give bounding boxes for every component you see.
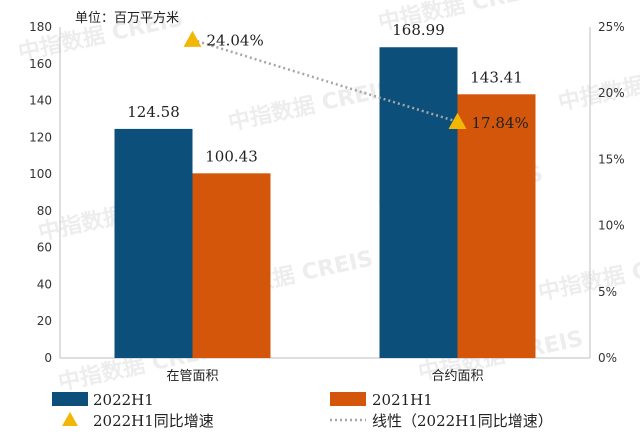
legend-marker-growth bbox=[62, 412, 78, 426]
right-tick-label: 10% bbox=[598, 219, 625, 233]
watermark-text: 中指数据 CREIS bbox=[226, 76, 396, 136]
bar-value-label: 124.58 bbox=[127, 103, 180, 121]
left-tick-label: 60 bbox=[37, 241, 52, 255]
trendline bbox=[192, 38, 458, 123]
growth-value-label: 17.84% bbox=[472, 114, 529, 132]
left-tick-label: 40 bbox=[37, 277, 52, 291]
bar-2021h1-0 bbox=[192, 173, 271, 358]
bar-labels: 124.58 100.43 168.99 143.41 bbox=[127, 21, 523, 165]
legend-label-2021h1: 2021H1 bbox=[372, 391, 433, 409]
left-tick-label: 160 bbox=[29, 57, 52, 71]
left-tick-label: 140 bbox=[29, 94, 52, 108]
growth-markers: 24.04% 17.84% bbox=[183, 30, 529, 132]
category-labels: 在管面积 合约面积 bbox=[166, 369, 483, 384]
unit-label: 单位：百万平方米 bbox=[75, 10, 179, 26]
right-y-axis: 0% 5% 10% 15% 20% 25% bbox=[589, 20, 625, 365]
growth-value-label: 24.04% bbox=[207, 32, 264, 50]
right-tick-label: 15% bbox=[598, 152, 625, 166]
left-tick-label: 100 bbox=[29, 167, 52, 181]
right-tick-label: 20% bbox=[598, 86, 625, 100]
watermark-text: 中指数据 CREIS bbox=[536, 246, 640, 306]
right-tick-label: 25% bbox=[598, 20, 625, 34]
growth-marker bbox=[183, 30, 202, 47]
bar-value-label: 143.41 bbox=[470, 68, 523, 86]
right-tick-label: 0% bbox=[598, 351, 617, 365]
legend-label-trendline: 线性（2022H1同比增速） bbox=[372, 412, 553, 430]
bar-2022h1-1 bbox=[379, 47, 458, 359]
right-tick-label: 5% bbox=[598, 285, 617, 299]
left-tick-label: 80 bbox=[37, 204, 52, 218]
legend-swatch-2022h1 bbox=[52, 392, 88, 406]
growth-marker bbox=[448, 112, 467, 129]
legend-label-2022h1: 2022H1 bbox=[93, 391, 154, 409]
bars bbox=[114, 47, 536, 359]
category-label: 在管面积 bbox=[166, 369, 218, 384]
legend-swatch-2021h1 bbox=[330, 392, 366, 406]
legend: 2022H1 2021H1 2022H1同比增速 线性（2022H1同比增速） bbox=[52, 391, 553, 430]
bar-value-label: 100.43 bbox=[205, 147, 258, 165]
left-tick-label: 0 bbox=[44, 351, 52, 365]
bar-value-label: 168.99 bbox=[392, 21, 445, 39]
bar-2021h1-1 bbox=[457, 94, 536, 358]
left-tick-label: 20 bbox=[37, 314, 52, 328]
left-tick-label: 120 bbox=[29, 130, 52, 144]
legend-label-growth: 2022H1同比增速 bbox=[93, 412, 214, 430]
category-label: 合约面积 bbox=[431, 369, 483, 384]
bar-2022h1-0 bbox=[114, 128, 193, 358]
left-tick-label: 180 bbox=[29, 20, 52, 34]
left-y-axis: 0 20 40 60 80 100 120 140 160 180 bbox=[29, 20, 61, 365]
